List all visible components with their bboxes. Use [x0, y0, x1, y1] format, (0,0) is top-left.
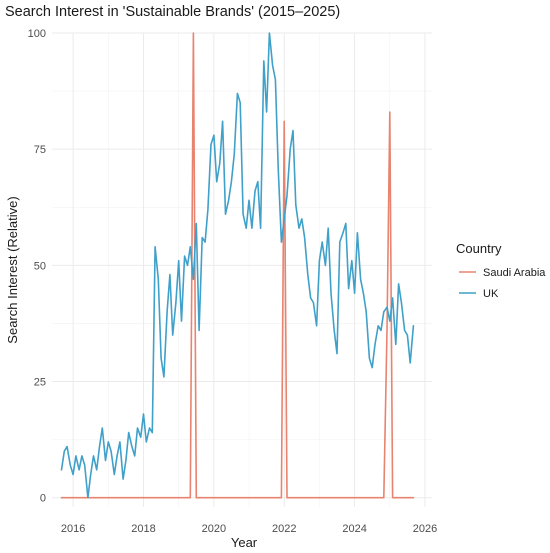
x-tick-label: 2018 [131, 523, 155, 535]
grid [52, 32, 432, 507]
series-line-saudi-arabia [60, 32, 415, 499]
legend: Country Saudi Arabia UK [456, 241, 546, 300]
legend-label: UK [483, 288, 499, 300]
y-tick-label: 75 [34, 144, 46, 156]
y-axis-title: Search Interest (Relative) [5, 196, 20, 343]
x-tick-label: 2020 [202, 523, 226, 535]
y-tick-labels: 0 25 50 75 100 [28, 28, 46, 505]
y-tick-label: 50 [34, 260, 46, 272]
x-tick-label: 2024 [342, 523, 366, 535]
series-line-uk [60, 32, 415, 499]
y-tick-label: 25 [34, 377, 46, 389]
series-lines [60, 32, 415, 499]
x-tick-label: 2016 [61, 523, 85, 535]
y-tick-label: 0 [40, 493, 46, 505]
x-tick-label: 2022 [272, 523, 296, 535]
y-tick-label: 100 [28, 28, 46, 40]
x-tick-labels: 2016 2018 2020 2022 2024 2026 [61, 523, 437, 535]
legend-label: Saudi Arabia [483, 267, 546, 279]
x-tick-label: 2026 [413, 523, 437, 535]
chart-title: Search Interest in 'Sustainable Brands' … [5, 4, 340, 20]
x-axis-title: Year [231, 535, 258, 550]
legend-title: Country [456, 241, 502, 256]
